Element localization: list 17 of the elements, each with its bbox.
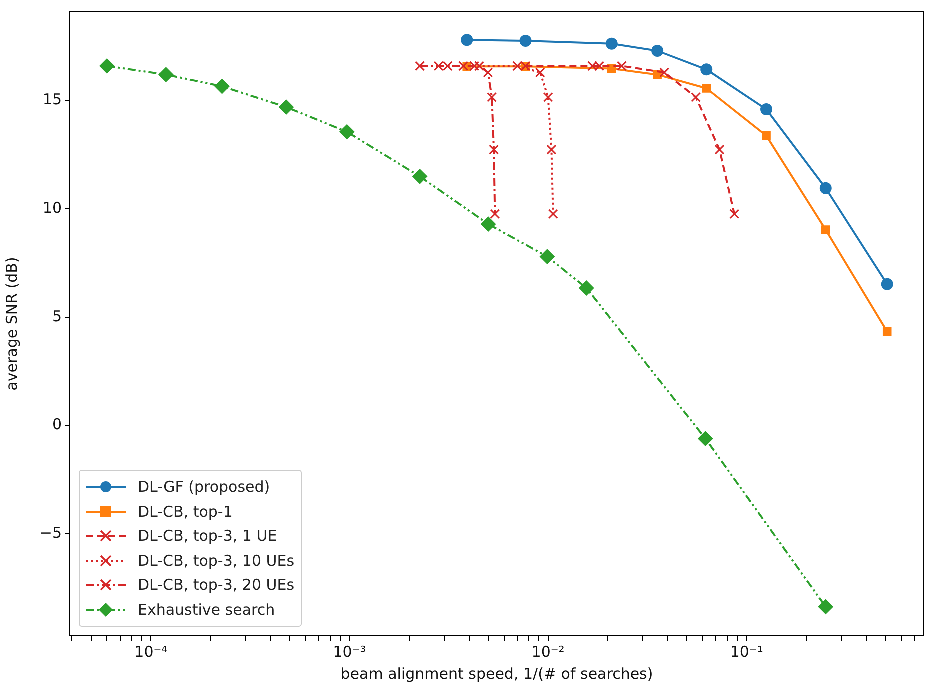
y-tick-label: −5: [40, 524, 62, 542]
legend-label: DL-CB, top-3, 1 UE: [138, 527, 278, 546]
x-tick-label: 10⁻¹: [730, 642, 764, 661]
y-tick-label: 15: [42, 90, 62, 109]
x-tick-label: 10⁻³: [333, 642, 366, 661]
y-tick-label: 10: [42, 199, 62, 218]
legend-label: DL-GF (proposed): [138, 478, 270, 496]
x-axis-title: beam alignment speed, 1/(# of searches): [340, 664, 654, 683]
legend-label: Exhaustive search: [138, 600, 276, 619]
legend-label: DL-CB, top-3, 20 UEs: [138, 576, 295, 594]
legend-label: DL-CB, top-3, 10 UEs: [138, 552, 295, 570]
y-axis-title: average SNR (dB): [2, 257, 21, 391]
y-tick-label: 5: [52, 307, 62, 326]
legend-label: DL-CB, top-1: [138, 502, 233, 521]
y-tick-label: 0: [52, 416, 62, 434]
x-tick-label: 10⁻²: [532, 642, 565, 661]
x-tick-label: 10⁻⁴: [134, 642, 168, 661]
